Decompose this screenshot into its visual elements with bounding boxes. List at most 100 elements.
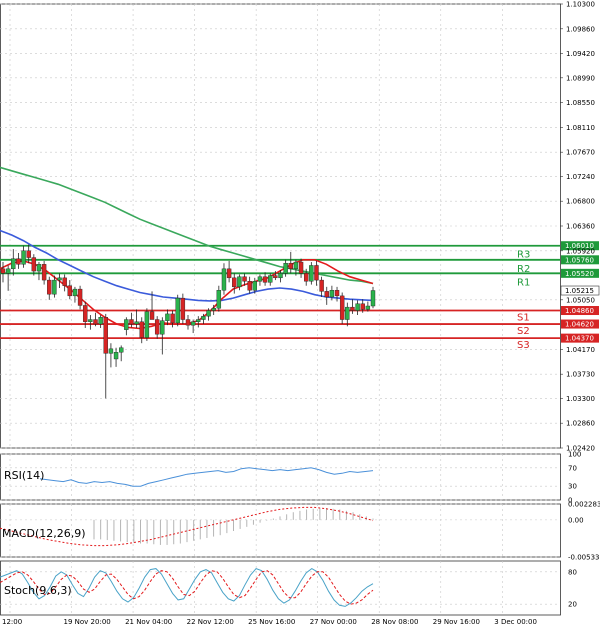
price-tick-label: 1.02420: [566, 445, 595, 453]
price-tick-label: 1.02860: [566, 420, 595, 428]
candle-down: [26, 250, 31, 258]
macd-label: MACD(12,26,9): [2, 527, 86, 540]
level-tag-bg: [561, 319, 599, 329]
time-tick-label: 12:00: [2, 618, 22, 626]
candle-down: [339, 295, 345, 320]
stoch-tick-label: 20: [568, 601, 577, 609]
candle-down: [129, 319, 134, 325]
price-tick-label: 1.08550: [566, 99, 595, 107]
rsi-tick-label: 100: [568, 451, 581, 459]
candle-up: [144, 311, 150, 338]
level-name-r1: R1: [517, 277, 530, 288]
candle-up: [36, 264, 42, 272]
candle-up: [206, 310, 211, 317]
stoch-k-line: [0, 567, 374, 607]
candle-down: [262, 276, 268, 283]
time-tick-label: 3 Dec 00:00: [494, 618, 537, 626]
candle-down: [360, 303, 365, 310]
level-tag-bg: [561, 333, 599, 343]
candle-up: [196, 319, 201, 322]
candle-down: [170, 313, 175, 324]
candle-up: [134, 321, 139, 325]
candle-down: [324, 291, 329, 298]
candle-up: [118, 347, 124, 353]
candle-up: [309, 265, 314, 282]
price-tick-label: 1.03730: [566, 371, 595, 379]
level-tag-bg: [561, 241, 599, 251]
candle-up: [175, 297, 180, 324]
candle-up: [190, 321, 196, 326]
candle-up: [370, 290, 376, 307]
time-tick-label: 25 Nov 16:00: [248, 618, 295, 626]
price-tick-label: 1.09860: [566, 25, 595, 33]
candle-up: [113, 352, 119, 360]
price-tick-label: 1.06360: [566, 223, 595, 231]
candle-down: [303, 273, 309, 282]
time-tick-label: 19 Nov 20:00: [64, 618, 111, 626]
candle-down: [314, 265, 319, 281]
time-tick-label: 21 Nov 04:00: [125, 618, 172, 626]
candlesticks: [0, 244, 376, 399]
time-tick-label: 22 Nov 12:00: [187, 618, 234, 626]
ma-mid-line: [0, 229, 374, 302]
last-price-tag-bg: [560, 285, 600, 296]
candle-up: [293, 261, 299, 270]
level-name-s1: S1: [517, 313, 530, 324]
stoch-tick-label: 80: [568, 568, 577, 576]
indicators: [0, 453, 560, 607]
time-tick-label: 28 Nov 08:00: [371, 618, 418, 626]
price-tick-label: 1.08990: [566, 74, 595, 82]
stoch-label: Stoch(9,6,3): [4, 584, 72, 597]
support-resistance-levels: R3 1.06010 R2 1.05760 R1 1.05520 S1 1.04860 S2 1.…: [0, 241, 599, 351]
price-tick-label: 1.05920: [566, 247, 595, 255]
last-price-tag: 1.05215: [565, 287, 594, 295]
macd-tick-label: 0.00: [568, 516, 584, 524]
candle-down: [154, 319, 160, 335]
candle-up: [201, 315, 206, 320]
level-tag-r1: 1.05520: [565, 270, 594, 278]
stoch-d-line: [0, 570, 374, 605]
rsi-line: [39, 467, 374, 487]
macd-tick-label: -0.005335: [568, 554, 600, 562]
panel-frame-3: [0, 560, 561, 616]
rsi-tick-label: 70: [568, 464, 577, 472]
candle-down: [47, 279, 52, 295]
candle-down: [273, 275, 278, 279]
candle-up: [221, 268, 227, 291]
candle-down: [62, 277, 67, 286]
level-name-r3: R3: [517, 250, 530, 261]
candle-up: [57, 277, 62, 281]
candle-up: [365, 305, 371, 310]
candle-up: [237, 276, 242, 288]
candle-up: [165, 313, 170, 321]
level-tag-s1: 1.04860: [565, 307, 594, 315]
time-tick-label: 29 Nov 16:00: [433, 618, 480, 626]
candle-down: [139, 321, 144, 338]
level-name-r2: R2: [517, 264, 530, 275]
candle-down: [242, 276, 247, 282]
candle-up: [11, 258, 16, 270]
candle-up: [5, 268, 11, 274]
level-name-s2: S2: [517, 326, 530, 337]
candle-up: [52, 279, 57, 295]
candle-down: [226, 268, 232, 279]
candle-up: [268, 275, 273, 283]
candle-down: [31, 257, 37, 272]
candle-down: [185, 319, 191, 326]
rsi-label: RSI(14): [4, 469, 44, 482]
candle-down: [41, 264, 47, 281]
candle-up: [72, 288, 78, 297]
price-tick-label: 1.10300: [566, 1, 595, 9]
price-tick-label: 1.08110: [566, 124, 595, 132]
level-tag-bg: [561, 255, 599, 265]
candle-down: [93, 319, 98, 325]
candle-up: [160, 320, 165, 335]
candle-down: [103, 317, 108, 354]
candle-up: [283, 262, 288, 274]
panel-frame-1: [0, 453, 561, 501]
candle-up: [108, 348, 114, 354]
candle-down: [334, 290, 340, 297]
price-tick-label: 1.07240: [566, 173, 595, 181]
rsi-tick-label: 30: [568, 483, 577, 491]
